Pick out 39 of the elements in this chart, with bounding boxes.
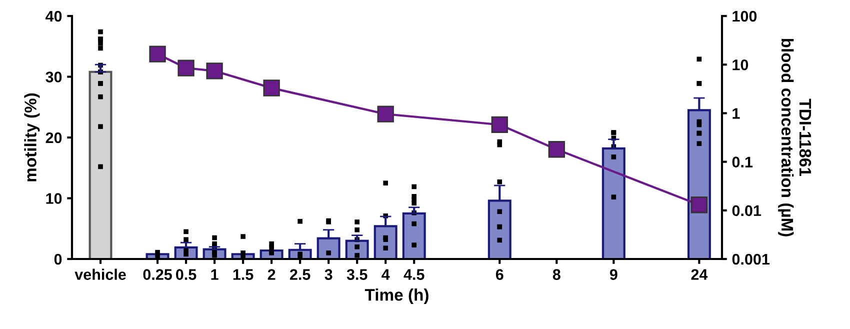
- x-tick-label: 4: [382, 269, 390, 280]
- x-tick-label: 4.5: [404, 269, 424, 280]
- y-tick-label: 20: [46, 132, 62, 144]
- x-tick-label: 0.5: [176, 269, 196, 280]
- point: [263, 80, 280, 96]
- y2-tick-label: 1: [732, 108, 740, 119]
- y-tick-label: 30: [46, 72, 62, 82]
- y2-tick-label: 0.001: [732, 254, 770, 265]
- y-axis-title: motility (%): [24, 93, 40, 182]
- x-tick-label: 2.5: [290, 269, 310, 280]
- y-tick-label: 0: [54, 254, 62, 265]
- x-tick-label: 2: [268, 269, 276, 280]
- x-axis-title: Time (h): [364, 288, 428, 304]
- x-tick-label: 1: [211, 269, 218, 280]
- point: [206, 62, 223, 80]
- y2-axis-title: TDI-11861 blood concentration (µM): [778, 38, 812, 236]
- point: [690, 196, 708, 214]
- y2-tick-label: 10: [732, 59, 748, 70]
- y2-tick-label: 0.01: [732, 205, 762, 216]
- x-tick-label: 6: [496, 269, 504, 280]
- point: [149, 46, 166, 62]
- x-tick-label: 9: [610, 269, 618, 280]
- x-tick-label: 3.5: [346, 269, 368, 280]
- point: [491, 116, 508, 134]
- y2-tick-label: 100: [732, 10, 757, 22]
- point: [377, 106, 394, 122]
- bar: [88, 70, 112, 259]
- y-tick-label: 40: [46, 10, 62, 22]
- bar: [402, 212, 426, 259]
- x-tick-label: vehicle: [74, 268, 126, 280]
- x-tick-label: 24: [691, 269, 708, 280]
- point: [178, 60, 194, 76]
- x-tick-label: 8: [552, 269, 560, 280]
- y-tick-label: 10: [46, 193, 62, 204]
- x-tick-label: 3: [324, 269, 332, 280]
- x-tick-label: 1.5: [233, 269, 254, 280]
- y2-tick-label: 0.1: [732, 156, 753, 168]
- point: [548, 141, 565, 158]
- x-tick-label: 0.25: [143, 269, 172, 280]
